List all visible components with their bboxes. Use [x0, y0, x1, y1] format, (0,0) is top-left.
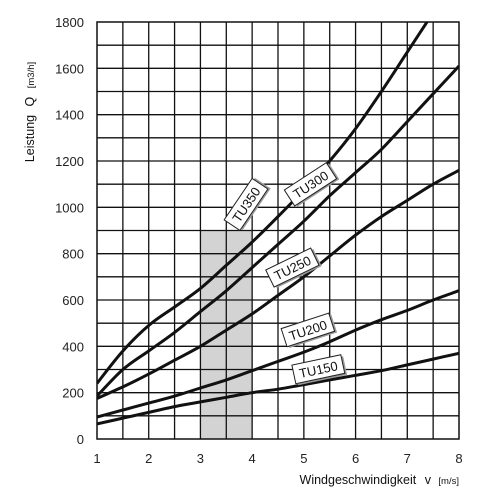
y-tick-label: 1400 — [55, 108, 84, 123]
x-tick-label: 7 — [404, 451, 411, 466]
curve-label-box — [280, 312, 336, 348]
series-line-tu150 — [97, 351, 459, 426]
y-tick-label: 0 — [77, 432, 84, 447]
x-tick-label: 8 — [455, 451, 462, 466]
y-tick-label: 1200 — [55, 154, 84, 169]
x-axis-title: Windgeschwindigkeit v [m/s] — [300, 471, 459, 488]
y-tick-label: 200 — [62, 386, 84, 401]
curve-label-box — [265, 247, 320, 288]
series-line-tu300 — [97, 64, 459, 398]
curve-label-box — [291, 354, 346, 385]
y-tick-label: 1600 — [55, 61, 84, 76]
series-line-tu200 — [97, 289, 459, 419]
x-tick-label: 6 — [352, 451, 359, 466]
y-tick-label: 400 — [62, 339, 84, 354]
y-axis-title: Leistung Q [m3/h] — [21, 62, 38, 162]
y-tick-label: 1000 — [55, 200, 84, 215]
curve-label-box — [283, 162, 338, 207]
curve-label-tu150: TU150 — [291, 354, 348, 386]
x-tick-label: 1 — [93, 451, 100, 466]
x-tick-label: 2 — [145, 451, 152, 466]
y-tick-label: 1800 — [55, 15, 84, 30]
plot-frame — [96, 21, 460, 440]
series-line-tu350 — [97, 22, 429, 385]
y-tick-label: 800 — [62, 247, 84, 262]
series-line-tu250 — [97, 168, 459, 400]
x-tick-label: 3 — [197, 451, 204, 466]
y-tick-label: 600 — [62, 293, 84, 308]
curve-label-tu200: TU200 — [280, 312, 338, 348]
curve-label-box — [223, 177, 269, 232]
x-tick-label: 5 — [300, 451, 307, 466]
curve-label-tu350: TU350 — [223, 177, 271, 232]
x-tick-label: 4 — [249, 451, 256, 466]
curve-label-tu300: TU300 — [283, 162, 340, 207]
